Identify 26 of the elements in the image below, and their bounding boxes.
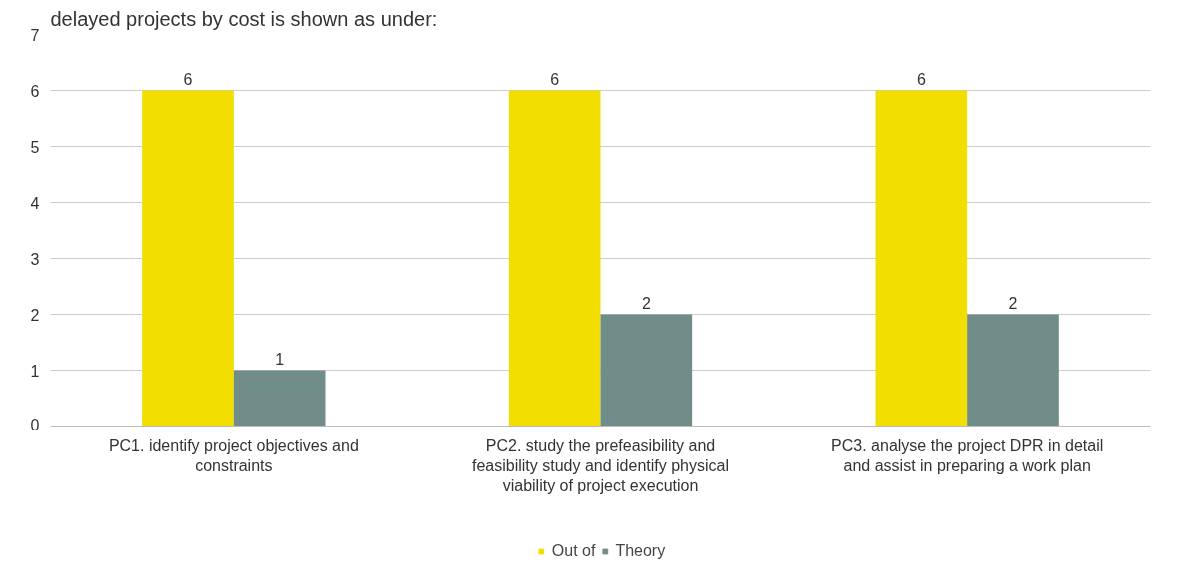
data-label: 6 [550,70,560,88]
x-tick-label: PC1. identify project objectives and constraints [108,436,359,474]
bar [600,314,693,427]
legend-label: Theory [615,542,666,560]
y-tick-label: 6 [30,82,40,100]
legend-label: Out of [551,542,596,560]
bar [142,90,234,427]
data-label: 6 [916,70,926,88]
x-tick-label: PC2. study the prefeasibility and feasibility study and identify physical viability of project execution [471,436,730,494]
text: delayed projects by cost is shown as under: [50,7,438,30]
data-label: 2 [641,294,651,312]
y-tick-label: 2 [30,306,40,324]
data-label: 6 [183,70,193,88]
y-tick-label: 3 [30,250,40,268]
bar [233,370,326,427]
x-tick-label: PC3. analyse the project DPR in detail and assist in preparing a work plan [831,436,1104,474]
y-tick-label: 1 [30,362,40,380]
y-tick-label: 4 [30,194,40,212]
data-label: 1 [275,350,285,368]
y-tick-label: 7 [30,26,40,44]
bar [875,90,968,427]
data-label: 2 [1008,294,1018,312]
bar [967,314,1059,427]
y-tick-label: 5 [30,138,40,156]
y-tick-label: 0 [30,416,40,434]
bar [508,90,601,427]
